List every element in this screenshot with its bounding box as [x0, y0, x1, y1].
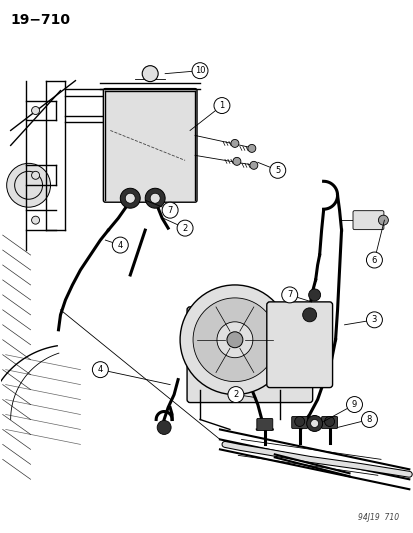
Circle shape	[226, 332, 242, 348]
Circle shape	[145, 188, 165, 208]
Circle shape	[214, 98, 229, 114]
Circle shape	[281, 287, 297, 303]
Circle shape	[150, 193, 160, 203]
Circle shape	[377, 215, 387, 225]
Circle shape	[92, 362, 108, 377]
Circle shape	[216, 322, 252, 358]
Circle shape	[310, 419, 318, 427]
Circle shape	[142, 66, 158, 82]
Text: 8: 8	[366, 415, 371, 424]
Text: 6: 6	[371, 255, 376, 264]
Circle shape	[31, 171, 40, 179]
Circle shape	[177, 220, 192, 236]
Circle shape	[269, 163, 285, 179]
Circle shape	[247, 144, 255, 152]
Circle shape	[306, 416, 322, 431]
Circle shape	[366, 252, 382, 268]
Circle shape	[230, 140, 238, 148]
Circle shape	[7, 163, 50, 207]
Circle shape	[162, 202, 178, 218]
FancyBboxPatch shape	[103, 88, 197, 202]
Circle shape	[233, 157, 240, 165]
Text: 5: 5	[275, 166, 280, 175]
FancyBboxPatch shape	[256, 418, 272, 431]
Text: 4: 4	[117, 240, 123, 249]
Circle shape	[294, 416, 304, 426]
Circle shape	[302, 308, 316, 322]
Circle shape	[361, 411, 377, 427]
Text: 2: 2	[233, 390, 238, 399]
Text: 1: 1	[219, 101, 224, 110]
Circle shape	[228, 386, 243, 402]
Circle shape	[180, 285, 289, 394]
Circle shape	[308, 289, 320, 301]
Circle shape	[192, 298, 276, 382]
Circle shape	[120, 188, 140, 208]
Circle shape	[31, 216, 40, 224]
Text: 7: 7	[167, 206, 172, 215]
Text: 2: 2	[182, 224, 187, 232]
Text: 4: 4	[97, 365, 103, 374]
Circle shape	[125, 193, 135, 203]
FancyBboxPatch shape	[352, 211, 383, 230]
FancyBboxPatch shape	[291, 416, 307, 429]
Circle shape	[112, 237, 128, 253]
Circle shape	[192, 63, 207, 79]
Circle shape	[14, 171, 43, 199]
Circle shape	[366, 312, 382, 328]
FancyBboxPatch shape	[321, 416, 337, 429]
Circle shape	[31, 107, 40, 115]
Text: 7: 7	[286, 290, 292, 300]
Text: 9: 9	[351, 400, 356, 409]
FancyBboxPatch shape	[266, 302, 332, 387]
Text: 10: 10	[194, 66, 205, 75]
Circle shape	[324, 416, 334, 426]
Circle shape	[157, 421, 171, 434]
Text: 94J19  710: 94J19 710	[357, 513, 399, 522]
Text: 19−710: 19−710	[11, 13, 71, 27]
Circle shape	[346, 397, 362, 413]
FancyBboxPatch shape	[187, 307, 312, 402]
Circle shape	[249, 161, 257, 169]
Text: 3: 3	[371, 316, 376, 324]
